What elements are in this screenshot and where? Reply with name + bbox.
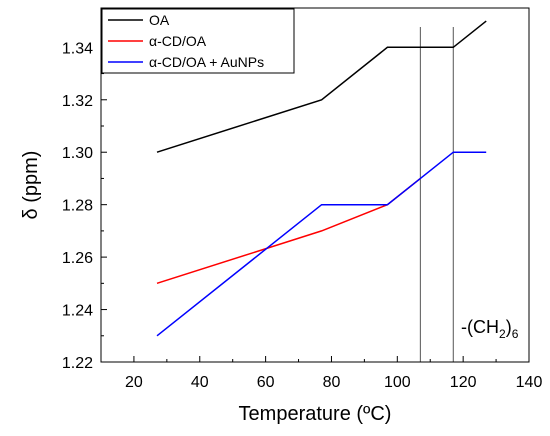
x-tick-label: 40 — [191, 374, 209, 391]
annotation-sub-1: 2 — [499, 327, 506, 341]
legend-label-cd-oa: α-CD/OA — [149, 33, 207, 49]
plot-lines — [156, 20, 487, 362]
y-tick-label: 1.24 — [62, 303, 93, 320]
annotation-sub-2: 6 — [512, 327, 519, 341]
series-line-2 — [156, 151, 487, 337]
x-tick-label: 60 — [257, 374, 275, 391]
x-tick-label: 80 — [323, 374, 341, 391]
y-tick-label: 1.34 — [62, 40, 93, 57]
y-tick-label: 1.22 — [62, 355, 93, 372]
x-tick-label: 20 — [125, 374, 143, 391]
axis-ticks — [101, 20, 530, 363]
legend-label-oa: OA — [149, 12, 170, 28]
ch2-annotation: -(CH2)6 — [461, 317, 519, 341]
series-line-0 — [156, 20, 487, 153]
plot-frame — [100, 7, 530, 363]
x-tick-label: 140 — [516, 374, 543, 391]
y-tick-label: 1.30 — [62, 145, 93, 162]
tick-labels: 20 40 60 80 100 120 140 1.22 1.24 1.26 1.28 1.30 1.3… — [62, 40, 543, 391]
x-tick-label: 120 — [450, 374, 477, 391]
y-tick-label: 1.26 — [62, 250, 93, 267]
y-tick-label: 1.28 — [62, 198, 93, 215]
x-axis-label: Temperature (ºC) — [239, 403, 392, 425]
y-tick-label: 1.32 — [62, 93, 93, 110]
y-axis-label: δ (ppm) — [20, 151, 42, 220]
annotation-main: -(CH — [461, 317, 499, 337]
legend: OA α-CD/OA α-CD/OA + AuNPs — [101, 8, 295, 74]
annotation-close: ) — [506, 317, 512, 337]
x-tick-label: 100 — [384, 374, 411, 391]
legend-label-cd-oa-aunps: α-CD/OA + AuNPs — [149, 54, 264, 70]
